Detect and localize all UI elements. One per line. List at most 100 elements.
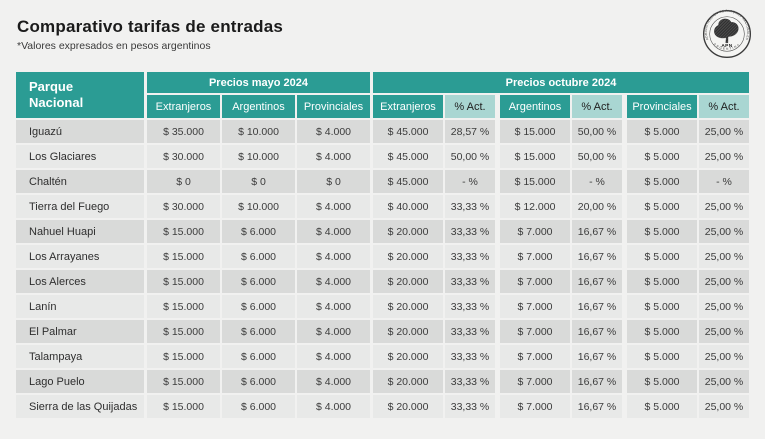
col-header-oct-pct-argentinos: % Act. [572, 95, 622, 118]
page-title: Comparativo tarifas de entradas [17, 17, 284, 36]
park-name-cell: Nahuel Huapi [16, 220, 144, 243]
table-row: Nahuel Huapi $ 15.000 $ 6.000 $ 4.000 $ 20.0… [16, 220, 749, 243]
col-header-parque-nacional: Parque Nacional [16, 72, 144, 118]
octubre-pct-cell: 25,00 % [699, 220, 749, 243]
col-header-oct-extranjeros: Extranjeros [373, 95, 443, 118]
octubre-price-cell: $ 45.000 [373, 145, 443, 168]
table-row: Tierra del Fuego $ 30.000 $ 10.000 $ 4.000 $… [16, 195, 749, 218]
park-name-cell: Los Arrayanes [16, 245, 144, 268]
mayo-price-cell: $ 15.000 [147, 295, 220, 318]
octubre-pct-cell: 33,33 % [445, 370, 495, 393]
park-name-cell: El Palmar [16, 320, 144, 343]
octubre-price-cell: $ 5.000 [627, 195, 697, 218]
octubre-price-cell: $ 7.000 [500, 345, 570, 368]
octubre-price-cell: $ 5.000 [627, 120, 697, 143]
col-header-mayo-argentinos: Argentinos [222, 95, 295, 118]
octubre-price-cell: $ 5.000 [627, 395, 697, 418]
park-name-cell: Tierra del Fuego [16, 195, 144, 218]
octubre-pct-cell: - % [445, 170, 495, 193]
octubre-pct-cell: 25,00 % [699, 320, 749, 343]
mayo-price-cell: $ 6.000 [222, 245, 295, 268]
mayo-price-cell: $ 15.000 [147, 395, 220, 418]
octubre-pct-cell: 16,67 % [572, 395, 622, 418]
col-header-oct-argentinos: Argentinos [500, 95, 570, 118]
octubre-pct-cell: 33,33 % [445, 345, 495, 368]
mayo-price-cell: $ 4.000 [297, 395, 370, 418]
mayo-price-cell: $ 4.000 [297, 145, 370, 168]
octubre-price-cell: $ 45.000 [373, 170, 443, 193]
octubre-price-cell: $ 5.000 [627, 370, 697, 393]
mayo-price-cell: $ 4.000 [297, 270, 370, 293]
table-row: Los Alerces $ 15.000 $ 6.000 $ 4.000 $ 20.00… [16, 270, 749, 293]
table-row: Sierra de las Quijadas $ 15.000 $ 6.000 $ 4… [16, 395, 749, 418]
octubre-pct-cell: 16,67 % [572, 295, 622, 318]
octubre-pct-cell: 33,33 % [445, 245, 495, 268]
group-header-mayo-2024: Precios mayo 2024 [147, 72, 370, 93]
table-header: Parque Nacional Precios mayo 2024 Precio… [16, 72, 749, 118]
table-row: Los Glaciares $ 30.000 $ 10.000 $ 4.000 $ 45… [16, 145, 749, 168]
octubre-price-cell: $ 7.000 [500, 245, 570, 268]
octubre-pct-cell: 50,00 % [445, 145, 495, 168]
mayo-price-cell: $ 6.000 [222, 370, 295, 393]
octubre-price-cell: $ 15.000 [500, 145, 570, 168]
octubre-pct-cell: 16,67 % [572, 370, 622, 393]
table-row: El Palmar $ 15.000 $ 6.000 $ 4.000 $ 20.000 3… [16, 320, 749, 343]
mayo-price-cell: $ 4.000 [297, 120, 370, 143]
octubre-price-cell: $ 5.000 [627, 220, 697, 243]
octubre-price-cell: $ 20.000 [373, 295, 443, 318]
octubre-pct-cell: 25,00 % [699, 370, 749, 393]
octubre-pct-cell: 25,00 % [699, 120, 749, 143]
octubre-pct-cell: 16,67 % [572, 245, 622, 268]
octubre-pct-cell: - % [699, 170, 749, 193]
octubre-price-cell: $ 15.000 [500, 120, 570, 143]
mayo-price-cell: $ 35.000 [147, 120, 220, 143]
octubre-price-cell: $ 5.000 [627, 345, 697, 368]
mayo-price-cell: $ 15.000 [147, 245, 220, 268]
octubre-pct-cell: 50,00 % [572, 120, 622, 143]
octubre-price-cell: $ 20.000 [373, 245, 443, 268]
octubre-price-cell: $ 20.000 [373, 220, 443, 243]
mayo-price-cell: $ 4.000 [297, 195, 370, 218]
octubre-pct-cell: 28,57 % [445, 120, 495, 143]
octubre-price-cell: $ 7.000 [500, 295, 570, 318]
mayo-price-cell: $ 30.000 [147, 195, 220, 218]
mayo-price-cell: $ 0 [297, 170, 370, 193]
col-header-mayo-provinciales: Provinciales [297, 95, 370, 118]
octubre-pct-cell: 33,33 % [445, 320, 495, 343]
octubre-pct-cell: 25,00 % [699, 395, 749, 418]
apn-logo: ADMINISTRACIÓN DE PARQUES NACIONALES ARG… [702, 9, 752, 59]
octubre-price-cell: $ 20.000 [373, 395, 443, 418]
apn-logo-icon: ADMINISTRACIÓN DE PARQUES NACIONALES ARG… [702, 9, 752, 59]
park-name-cell: Los Glaciares [16, 145, 144, 168]
octubre-price-cell: $ 45.000 [373, 120, 443, 143]
mayo-price-cell: $ 10.000 [222, 145, 295, 168]
octubre-price-cell: $ 7.000 [500, 395, 570, 418]
octubre-price-cell: $ 15.000 [500, 170, 570, 193]
mayo-price-cell: $ 10.000 [222, 195, 295, 218]
park-name-cell: Lago Puelo [16, 370, 144, 393]
mayo-price-cell: $ 15.000 [147, 370, 220, 393]
table-row: Chaltén $ 0 $ 0 $ 0 $ 45.000- % $ 15.000- % $ … [16, 170, 749, 193]
mayo-price-cell: $ 4.000 [297, 220, 370, 243]
park-name-cell: Talampaya [16, 345, 144, 368]
table-row: Talampaya $ 15.000 $ 6.000 $ 4.000 $ 20.000 3… [16, 345, 749, 368]
mayo-price-cell: $ 4.000 [297, 320, 370, 343]
octubre-pct-cell: 16,67 % [572, 320, 622, 343]
mayo-price-cell: $ 6.000 [222, 270, 295, 293]
mayo-price-cell: $ 6.000 [222, 320, 295, 343]
octubre-price-cell: $ 20.000 [373, 270, 443, 293]
table-row: Iguazú $ 35.000 $ 10.000 $ 4.000 $ 45.000 28,… [16, 120, 749, 143]
tree-icon [714, 18, 739, 44]
table-row: Los Arrayanes $ 15.000 $ 6.000 $ 4.000 $ 20.… [16, 245, 749, 268]
group-header-octubre-2024: Precios octubre 2024 [373, 72, 749, 93]
mayo-price-cell: $ 15.000 [147, 220, 220, 243]
page-header: Comparativo tarifas de entradas *Valores… [17, 17, 283, 52]
mayo-price-cell: $ 4.000 [297, 345, 370, 368]
octubre-pct-cell: - % [572, 170, 622, 193]
octubre-pct-cell: 20,00 % [572, 195, 622, 218]
mayo-price-cell: $ 6.000 [222, 345, 295, 368]
octubre-price-cell: $ 5.000 [627, 170, 697, 193]
mayo-price-cell: $ 6.000 [222, 220, 295, 243]
mayo-price-cell: $ 30.000 [147, 145, 220, 168]
